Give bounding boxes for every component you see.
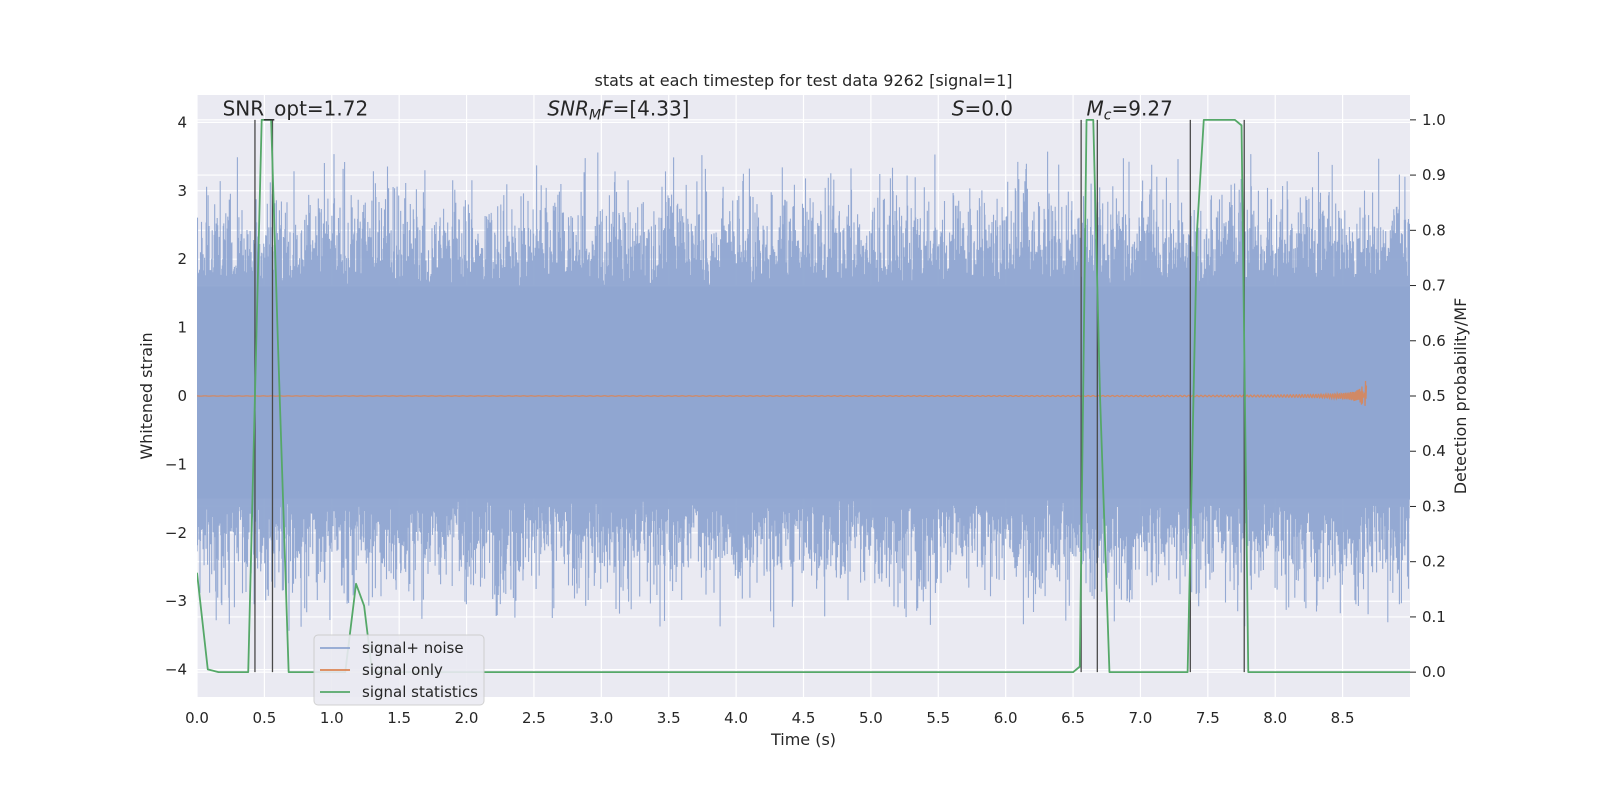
stat-annotation: SNR_opt=1.72 (223, 97, 369, 121)
x-tick-label: 1.0 (320, 709, 344, 727)
y-tick-label-right: 0.0 (1422, 663, 1446, 681)
x-axis-ticks: 0.0 0.5 1.0 1.5 2.0 2.5 3.0 3.5 4.0 4.5 5.0 5.5 6.0 6… (185, 709, 1354, 727)
y-tick-label-right: 0.1 (1422, 608, 1446, 626)
x-tick-label: 6.0 (994, 709, 1018, 727)
legend-box (313, 634, 485, 706)
x-tick-label: 8.0 (1263, 709, 1287, 727)
y-tick-label-left: −3 (165, 592, 187, 610)
legend-label: signal only (362, 661, 443, 679)
annotations: SNR_opt=1.72 SNRMF=[4.33] S=0.0 Mc=9.27 (223, 97, 1173, 124)
y-tick-label-right: 0.5 (1422, 387, 1446, 405)
legend-label: signal+ noise (362, 639, 464, 657)
x-tick-label: 0.0 (185, 709, 209, 727)
y-axis-right-label: Detection probability/MF (1451, 298, 1470, 495)
y-tick-label-left: 4 (177, 113, 187, 131)
x-tick-label: 4.5 (792, 709, 816, 727)
x-tick-label: 7.0 (1129, 709, 1153, 727)
x-axis-label: Time (s) (770, 730, 836, 749)
stat-annotation: S=0.0 (952, 97, 1013, 121)
y-tick-label-right: 0.2 (1422, 553, 1446, 571)
y-tick-label-left: 2 (177, 250, 187, 268)
y-tick-label-left: −4 (165, 661, 187, 679)
legend-label: signal statistics (362, 683, 478, 701)
legend: signal+ noise signal only signal statistic… (313, 634, 485, 706)
x-tick-label: 5.0 (859, 709, 883, 727)
y-tick-label-right: 0.7 (1422, 277, 1446, 295)
y-tick-label-left: 1 (177, 319, 187, 337)
chart-title: stats at each timestep for test data 926… (594, 71, 1012, 90)
x-tick-label: 3.0 (589, 709, 613, 727)
y-axis-right-ticks: 0.0 0.1 0.2 0.3 0.4 0.5 0.6 0.7 0.8 0.9 1.0 (1410, 111, 1446, 681)
y-axis-left-ticks: −4 −3 −2 −1 0 1 2 3 4 (165, 113, 187, 678)
signal-statistics-line (197, 118, 1410, 674)
y-tick-label-right: 0.3 (1422, 497, 1446, 515)
y-tick-label-left: 0 (177, 387, 187, 405)
x-tick-label: 4.0 (724, 709, 748, 727)
y-tick-label-left: −1 (165, 455, 187, 473)
signal-noise-line (197, 151, 1410, 631)
y-tick-label-left: −2 (165, 524, 187, 542)
y-axis-left-label: Whitened strain (137, 332, 156, 459)
y-tick-label-left: 3 (177, 182, 187, 200)
y-tick-label-right: 0.6 (1422, 332, 1446, 350)
x-tick-label: 2.0 (455, 709, 479, 727)
y-tick-label-right: 0.4 (1422, 442, 1446, 460)
series-layer (197, 118, 1410, 674)
x-tick-label: 1.5 (387, 709, 411, 727)
x-tick-label: 3.5 (657, 709, 681, 727)
signal-only-line (197, 380, 1368, 406)
x-tick-label: 8.5 (1331, 709, 1355, 727)
x-tick-label: 5.5 (926, 709, 950, 727)
x-tick-label: 7.5 (1196, 709, 1220, 727)
y-tick-label-right: 0.9 (1422, 166, 1446, 184)
x-tick-label: 0.5 (252, 709, 276, 727)
y-tick-label-right: 0.8 (1422, 221, 1446, 239)
x-tick-label: 6.5 (1061, 709, 1085, 727)
stat-annotation: Mc=9.27 (1087, 97, 1173, 124)
stat-annotation: SNRMF=[4.33] (547, 97, 689, 124)
y-tick-label-right: 1.0 (1422, 111, 1446, 129)
x-tick-label: 2.5 (522, 709, 546, 727)
